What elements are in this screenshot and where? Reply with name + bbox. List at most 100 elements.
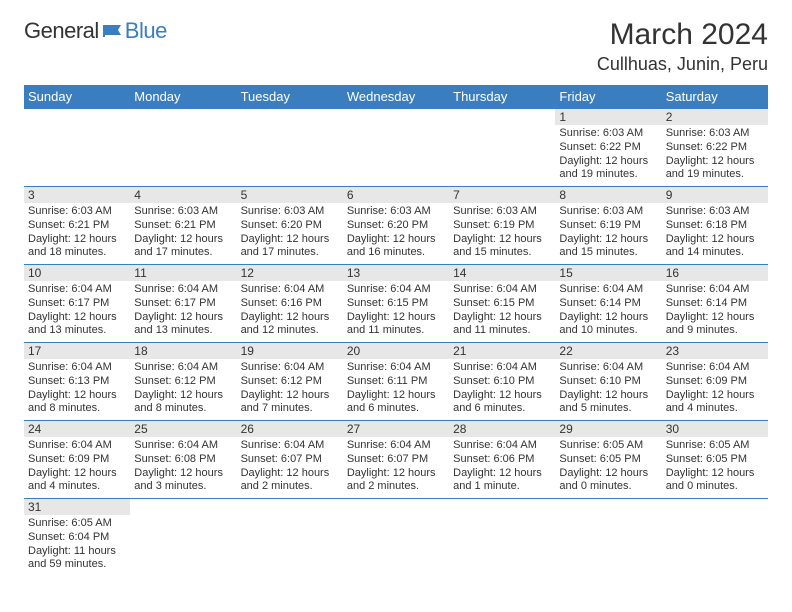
day-details: Sunrise: 6:04 AMSunset: 6:12 PMDaylight:… [130, 359, 236, 418]
calendar-day-cell: 16Sunrise: 6:04 AMSunset: 6:14 PMDayligh… [662, 265, 768, 343]
day-number: 2 [662, 109, 768, 125]
sunrise-text: Sunrise: 6:04 AM [134, 361, 232, 375]
sunrise-text: Sunrise: 6:04 AM [666, 361, 764, 375]
calendar-day-cell: 15Sunrise: 6:04 AMSunset: 6:14 PMDayligh… [555, 265, 661, 343]
day-number: 27 [343, 421, 449, 437]
day-number: 8 [555, 187, 661, 203]
calendar-day-cell [130, 109, 236, 187]
calendar-day-cell: 11Sunrise: 6:04 AMSunset: 6:17 PMDayligh… [130, 265, 236, 343]
day-details: Sunrise: 6:03 AMSunset: 6:20 PMDaylight:… [237, 203, 343, 262]
daylight-text: Daylight: 12 hours and 0 minutes. [666, 467, 764, 495]
day-number [449, 499, 555, 515]
day-number: 17 [24, 343, 130, 359]
daylight-text: Daylight: 12 hours and 4 minutes. [28, 467, 126, 495]
sunset-text: Sunset: 6:21 PM [28, 219, 126, 233]
sunrise-text: Sunrise: 6:04 AM [559, 361, 657, 375]
calendar-day-cell: 13Sunrise: 6:04 AMSunset: 6:15 PMDayligh… [343, 265, 449, 343]
calendar-day-cell: 17Sunrise: 6:04 AMSunset: 6:13 PMDayligh… [24, 343, 130, 421]
day-details: Sunrise: 6:04 AMSunset: 6:10 PMDaylight:… [555, 359, 661, 418]
calendar-day-cell: 27Sunrise: 6:04 AMSunset: 6:07 PMDayligh… [343, 421, 449, 499]
calendar-day-cell [24, 109, 130, 187]
day-number [130, 499, 236, 515]
flag-icon [103, 23, 125, 37]
day-number [343, 109, 449, 125]
header: General Blue March 2024 Cullhuas, Junin,… [24, 18, 768, 75]
daylight-text: Daylight: 12 hours and 11 minutes. [453, 311, 551, 339]
calendar-day-cell: 24Sunrise: 6:04 AMSunset: 6:09 PMDayligh… [24, 421, 130, 499]
calendar-week-row: 31Sunrise: 6:05 AMSunset: 6:04 PMDayligh… [24, 499, 768, 577]
day-number: 6 [343, 187, 449, 203]
day-details: Sunrise: 6:03 AMSunset: 6:19 PMDaylight:… [555, 203, 661, 262]
sunset-text: Sunset: 6:08 PM [134, 453, 232, 467]
sunset-text: Sunset: 6:14 PM [559, 297, 657, 311]
day-number: 4 [130, 187, 236, 203]
sunrise-text: Sunrise: 6:04 AM [347, 283, 445, 297]
calendar-day-cell: 31Sunrise: 6:05 AMSunset: 6:04 PMDayligh… [24, 499, 130, 577]
day-number: 16 [662, 265, 768, 281]
daylight-text: Daylight: 12 hours and 2 minutes. [347, 467, 445, 495]
day-number: 19 [237, 343, 343, 359]
daylight-text: Daylight: 12 hours and 12 minutes. [241, 311, 339, 339]
sunrise-text: Sunrise: 6:03 AM [28, 205, 126, 219]
day-details: Sunrise: 6:05 AMSunset: 6:05 PMDaylight:… [662, 437, 768, 496]
calendar-day-cell: 19Sunrise: 6:04 AMSunset: 6:12 PMDayligh… [237, 343, 343, 421]
day-details: Sunrise: 6:04 AMSunset: 6:09 PMDaylight:… [24, 437, 130, 496]
daylight-text: Daylight: 12 hours and 6 minutes. [347, 389, 445, 417]
day-details: Sunrise: 6:03 AMSunset: 6:19 PMDaylight:… [449, 203, 555, 262]
calendar-day-cell [343, 499, 449, 577]
calendar-day-cell [555, 499, 661, 577]
calendar-day-cell: 5Sunrise: 6:03 AMSunset: 6:20 PMDaylight… [237, 187, 343, 265]
logo-text-blue: Blue [125, 18, 167, 44]
calendar-day-cell [130, 499, 236, 577]
logo-text-general: General [24, 18, 99, 44]
day-number: 3 [24, 187, 130, 203]
daylight-text: Daylight: 12 hours and 15 minutes. [559, 233, 657, 261]
day-number: 1 [555, 109, 661, 125]
sunset-text: Sunset: 6:20 PM [241, 219, 339, 233]
day-details: Sunrise: 6:04 AMSunset: 6:09 PMDaylight:… [662, 359, 768, 418]
sunrise-text: Sunrise: 6:04 AM [453, 361, 551, 375]
daylight-text: Daylight: 12 hours and 10 minutes. [559, 311, 657, 339]
sunset-text: Sunset: 6:05 PM [559, 453, 657, 467]
page-title: March 2024 [597, 18, 768, 52]
sunset-text: Sunset: 6:22 PM [559, 141, 657, 155]
day-details: Sunrise: 6:03 AMSunset: 6:22 PMDaylight:… [662, 125, 768, 184]
sunset-text: Sunset: 6:14 PM [666, 297, 764, 311]
sunrise-text: Sunrise: 6:03 AM [559, 205, 657, 219]
daylight-text: Daylight: 12 hours and 15 minutes. [453, 233, 551, 261]
day-number: 24 [24, 421, 130, 437]
daylight-text: Daylight: 12 hours and 5 minutes. [559, 389, 657, 417]
sunset-text: Sunset: 6:05 PM [666, 453, 764, 467]
day-number [237, 499, 343, 515]
calendar-day-cell: 12Sunrise: 6:04 AMSunset: 6:16 PMDayligh… [237, 265, 343, 343]
daylight-text: Daylight: 12 hours and 17 minutes. [241, 233, 339, 261]
sunset-text: Sunset: 6:09 PM [666, 375, 764, 389]
day-number: 18 [130, 343, 236, 359]
calendar-day-cell [449, 499, 555, 577]
calendar-day-cell: 8Sunrise: 6:03 AMSunset: 6:19 PMDaylight… [555, 187, 661, 265]
sunrise-text: Sunrise: 6:04 AM [28, 361, 126, 375]
day-details: Sunrise: 6:04 AMSunset: 6:17 PMDaylight:… [24, 281, 130, 340]
daylight-text: Daylight: 12 hours and 9 minutes. [666, 311, 764, 339]
calendar-day-cell [237, 109, 343, 187]
daylight-text: Daylight: 12 hours and 0 minutes. [559, 467, 657, 495]
sunrise-text: Sunrise: 6:03 AM [241, 205, 339, 219]
calendar-table: Sunday Monday Tuesday Wednesday Thursday… [24, 85, 768, 577]
weekday-header-row: Sunday Monday Tuesday Wednesday Thursday… [24, 85, 768, 109]
sunset-text: Sunset: 6:17 PM [134, 297, 232, 311]
day-number: 20 [343, 343, 449, 359]
daylight-text: Daylight: 12 hours and 16 minutes. [347, 233, 445, 261]
weekday-header: Tuesday [237, 85, 343, 109]
daylight-text: Daylight: 12 hours and 18 minutes. [28, 233, 126, 261]
sunset-text: Sunset: 6:16 PM [241, 297, 339, 311]
calendar-day-cell: 1Sunrise: 6:03 AMSunset: 6:22 PMDaylight… [555, 109, 661, 187]
day-number [662, 499, 768, 515]
calendar-day-cell: 9Sunrise: 6:03 AMSunset: 6:18 PMDaylight… [662, 187, 768, 265]
sunset-text: Sunset: 6:10 PM [453, 375, 551, 389]
sunset-text: Sunset: 6:17 PM [28, 297, 126, 311]
sunset-text: Sunset: 6:04 PM [28, 531, 126, 545]
sunrise-text: Sunrise: 6:03 AM [666, 205, 764, 219]
day-details: Sunrise: 6:03 AMSunset: 6:21 PMDaylight:… [130, 203, 236, 262]
sunset-text: Sunset: 6:19 PM [559, 219, 657, 233]
day-details: Sunrise: 6:05 AMSunset: 6:04 PMDaylight:… [24, 515, 130, 574]
